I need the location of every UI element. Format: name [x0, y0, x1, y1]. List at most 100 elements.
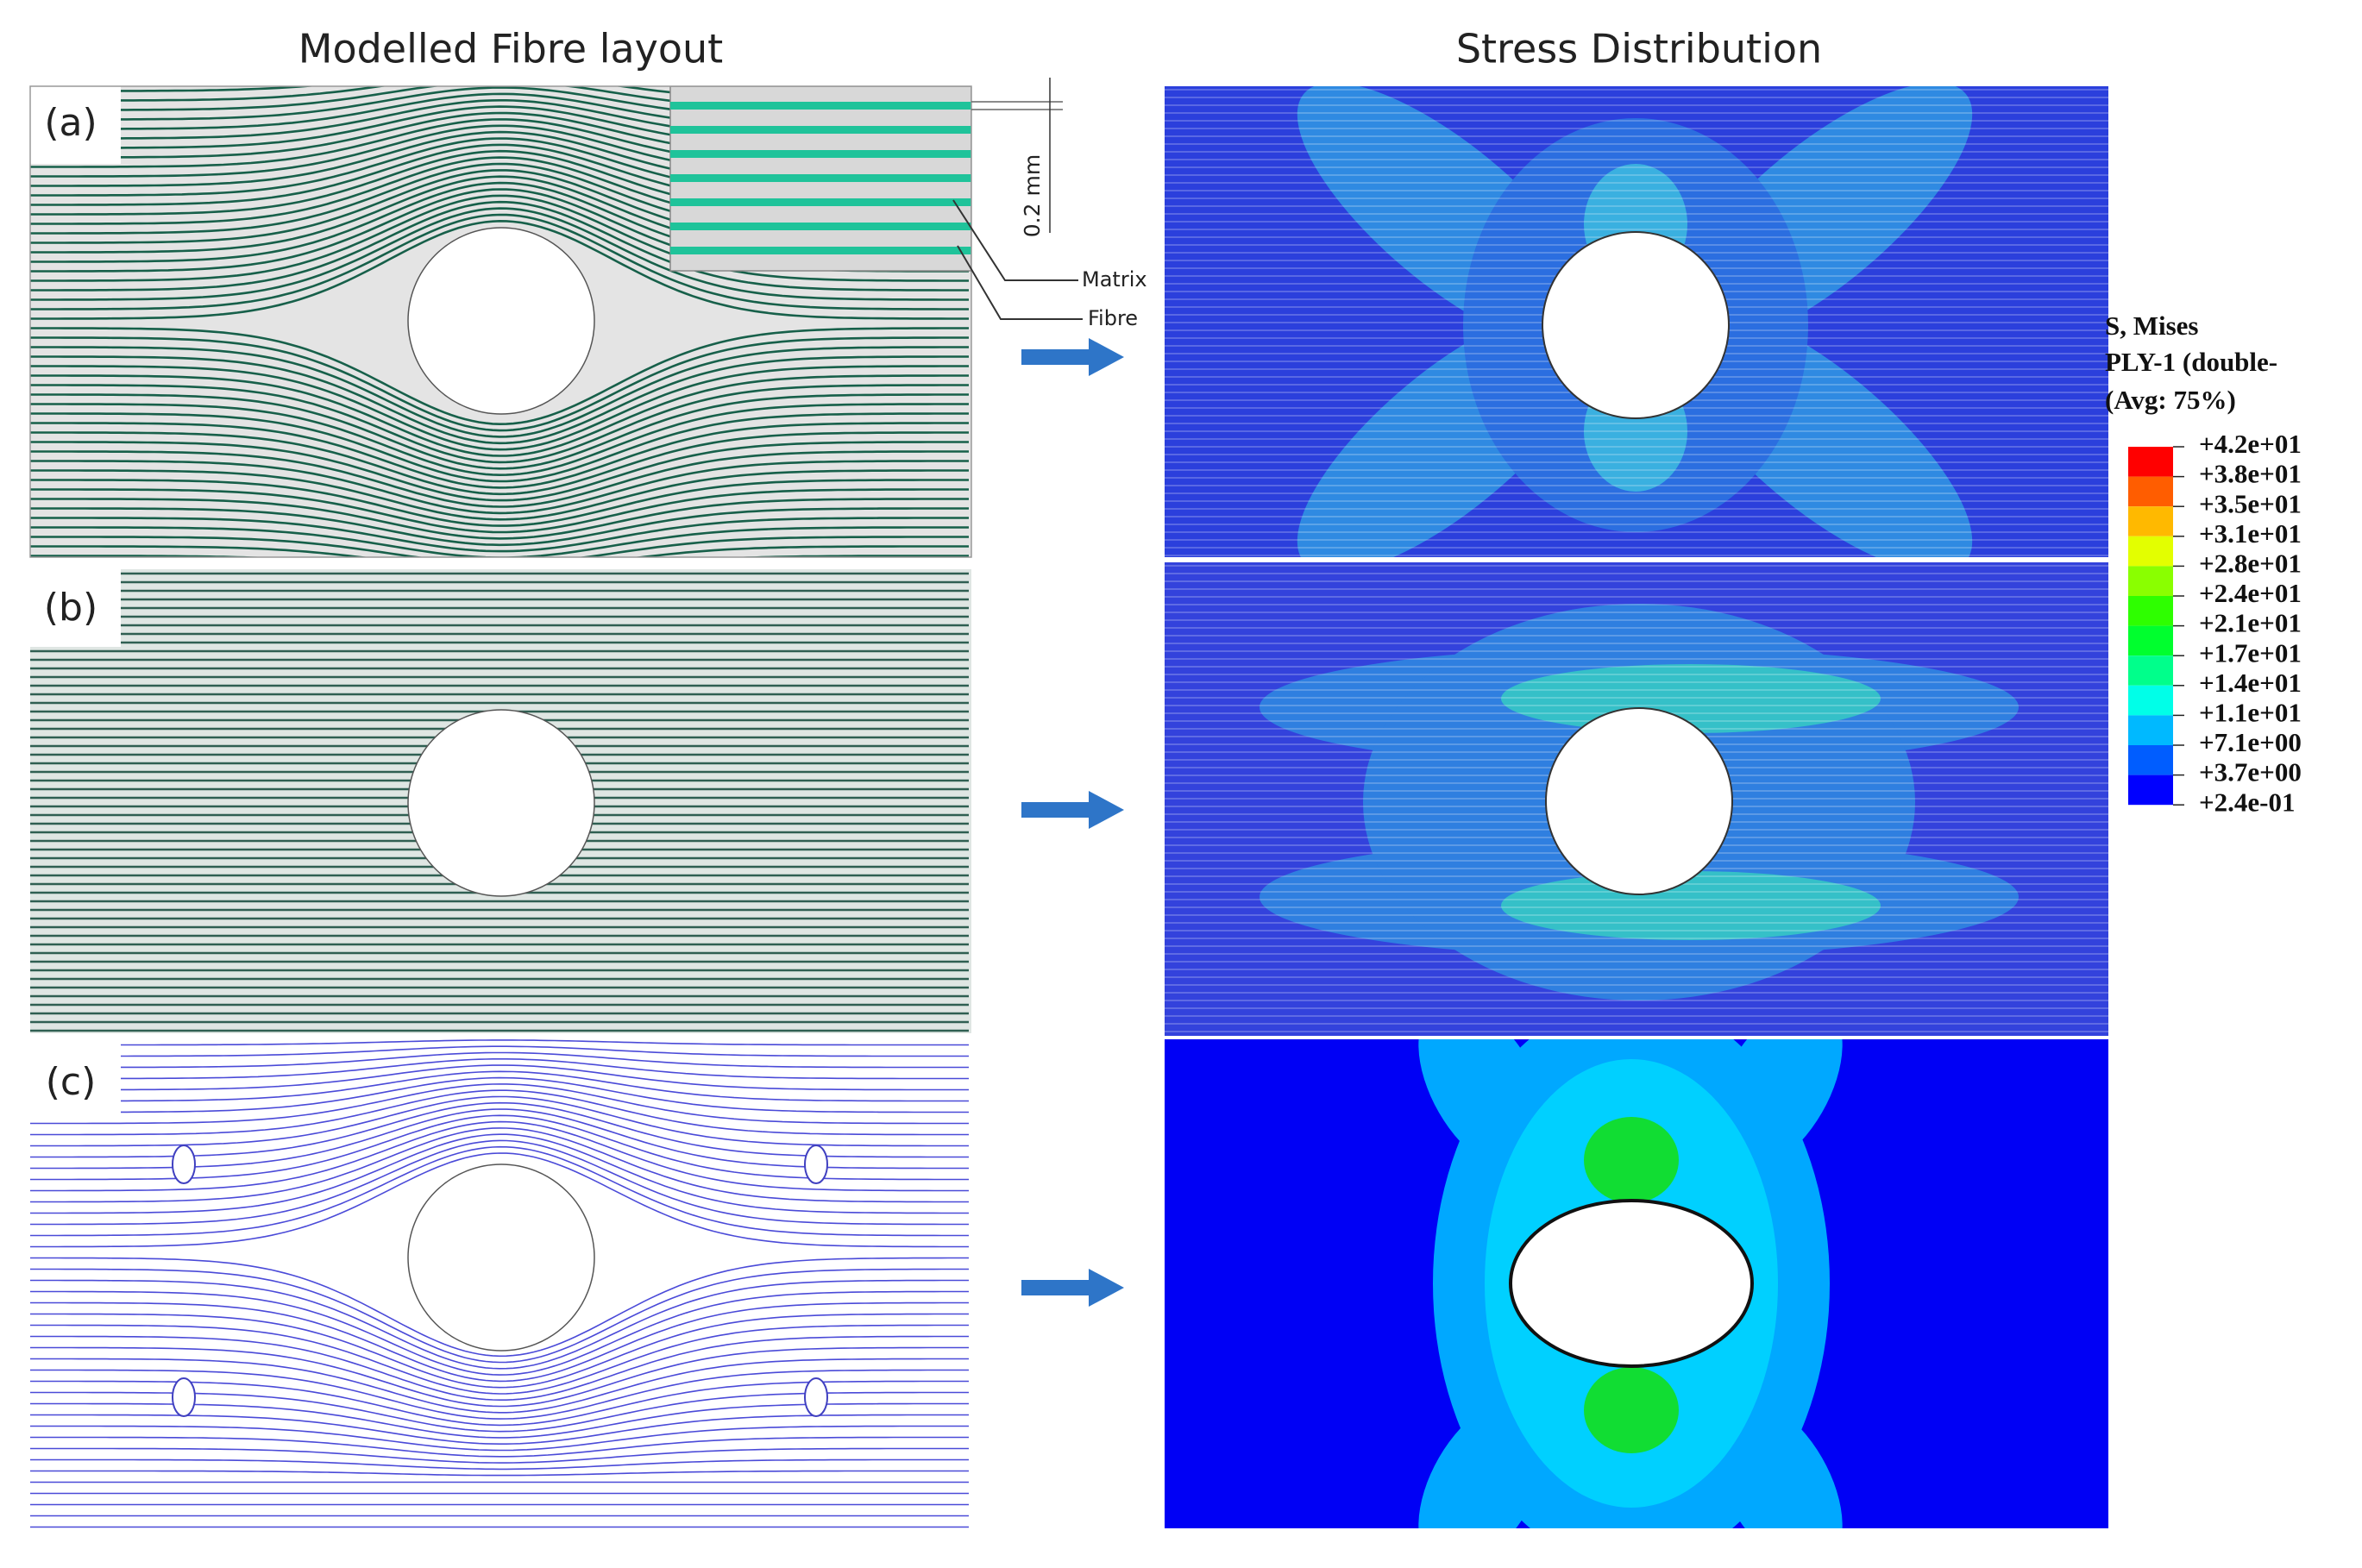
fibre-line	[30, 1290, 969, 1376]
fibre-line	[30, 1145, 969, 1237]
stress-region	[1501, 664, 1881, 733]
inset-fibre	[670, 174, 971, 182]
fibre-line	[30, 498, 969, 540]
fibre-line	[30, 1039, 969, 1046]
fibre-line	[30, 517, 969, 553]
fibre-line	[30, 422, 969, 489]
stress-region	[1584, 1367, 1679, 1453]
fibre-line	[30, 526, 969, 557]
stress-region	[1712, 1397, 1843, 1528]
fibre-line	[30, 1313, 969, 1389]
fibre-panel-b	[30, 569, 971, 1033]
fibre-line	[30, 1335, 969, 1401]
fibre-line	[30, 431, 969, 496]
fibre-line	[30, 1139, 969, 1226]
fibre-line	[30, 460, 969, 515]
inset-fibre	[670, 102, 971, 110]
fibre-line	[30, 207, 969, 301]
fibre-line	[30, 346, 969, 438]
hole	[1542, 231, 1730, 419]
legend-label: +1.1e+01	[2199, 698, 2302, 728]
fibre-line	[30, 1127, 969, 1203]
legend-swatch	[2128, 715, 2173, 745]
legend-label: +2.4e+01	[2199, 578, 2302, 608]
fibre-line	[30, 1458, 969, 1471]
panel-label: (c)	[46, 1060, 97, 1104]
legend-label: +3.7e+00	[2199, 757, 2302, 787]
label-bg	[30, 86, 121, 164]
legend-title: S, Mises	[2105, 310, 2199, 341]
legend-label: +2.8e+01	[2199, 549, 2302, 579]
fibre-line	[30, 1076, 969, 1113]
fibre-line	[30, 1064, 969, 1091]
fibre-line	[30, 365, 969, 451]
fibre-line	[30, 1133, 969, 1214]
panels	[29, 85, 2108, 1528]
hole	[407, 227, 595, 415]
scale-label: 0.2 mm	[1020, 154, 1045, 237]
legend-title: PLY-1 (double-	[2105, 347, 2277, 377]
legend-label: +2.1e+01	[2199, 608, 2302, 638]
arrow-head	[1089, 791, 1124, 829]
stress-region	[1712, 1039, 1843, 1173]
fibre-line	[30, 412, 969, 483]
fibre-line	[30, 1346, 969, 1408]
legend-swatch	[2128, 775, 2173, 806]
fibre-line	[30, 200, 969, 292]
small-hole	[804, 1377, 828, 1417]
small-hole	[172, 1145, 196, 1184]
fibre-line	[30, 1369, 969, 1420]
inset-fibre	[670, 150, 971, 158]
legend-label: +3.8e+01	[2199, 459, 2302, 489]
label-bg	[30, 1039, 121, 1117]
legend-swatch	[2128, 506, 2173, 536]
fibre-line	[30, 213, 969, 310]
label-bg	[30, 569, 121, 647]
legend-swatch	[2128, 566, 2173, 596]
legend-label: +4.2e+01	[2199, 429, 2302, 459]
inset-fibre	[670, 223, 971, 230]
stress-region	[1418, 1039, 1549, 1173]
fibre-line	[30, 1083, 969, 1125]
leader	[952, 199, 1078, 281]
stress-region	[1418, 1397, 1549, 1528]
legend-label: +2.4e-01	[2199, 787, 2296, 817]
right-title: Stress Distribution	[1456, 26, 1822, 72]
fibre-label: Fibre	[1088, 306, 1138, 330]
legend-swatch	[2128, 685, 2173, 716]
fibre-line	[30, 1279, 969, 1370]
fibre-line	[30, 355, 969, 445]
fibre-line	[30, 1470, 969, 1477]
hole	[1509, 1199, 1754, 1368]
left-title: Modelled Fibre layout	[298, 26, 723, 72]
legend-title: (Avg: 75%)	[2105, 385, 2236, 415]
arrow-head	[1089, 338, 1124, 376]
fibre-line	[30, 1058, 969, 1080]
legend-swatch	[2128, 447, 2173, 477]
stress-region	[1501, 871, 1881, 940]
fibre-line	[30, 450, 969, 508]
arrow-head	[1089, 1269, 1124, 1307]
legend-label: +1.7e+01	[2199, 637, 2302, 668]
inset-fibre	[670, 198, 971, 206]
fibre-panel-c	[30, 1039, 971, 1528]
hole	[407, 709, 595, 897]
fibre-line	[30, 403, 969, 477]
fibre-line	[30, 1358, 969, 1414]
fibre-panel-a	[30, 86, 971, 557]
fibre-line	[30, 1051, 969, 1069]
fibre-line	[30, 393, 969, 470]
hole	[1545, 707, 1733, 895]
legend-swatch	[2128, 596, 2173, 626]
fibre-line	[30, 1425, 969, 1452]
fibre-line	[30, 1447, 969, 1464]
fibre-line	[30, 479, 969, 527]
arrow-shaft	[1021, 802, 1090, 818]
fibre-line	[30, 536, 969, 557]
inset-fibre	[670, 247, 971, 254]
panel-label: (b)	[44, 586, 97, 630]
fibre-line	[30, 327, 969, 426]
fibre-line	[30, 1120, 969, 1192]
